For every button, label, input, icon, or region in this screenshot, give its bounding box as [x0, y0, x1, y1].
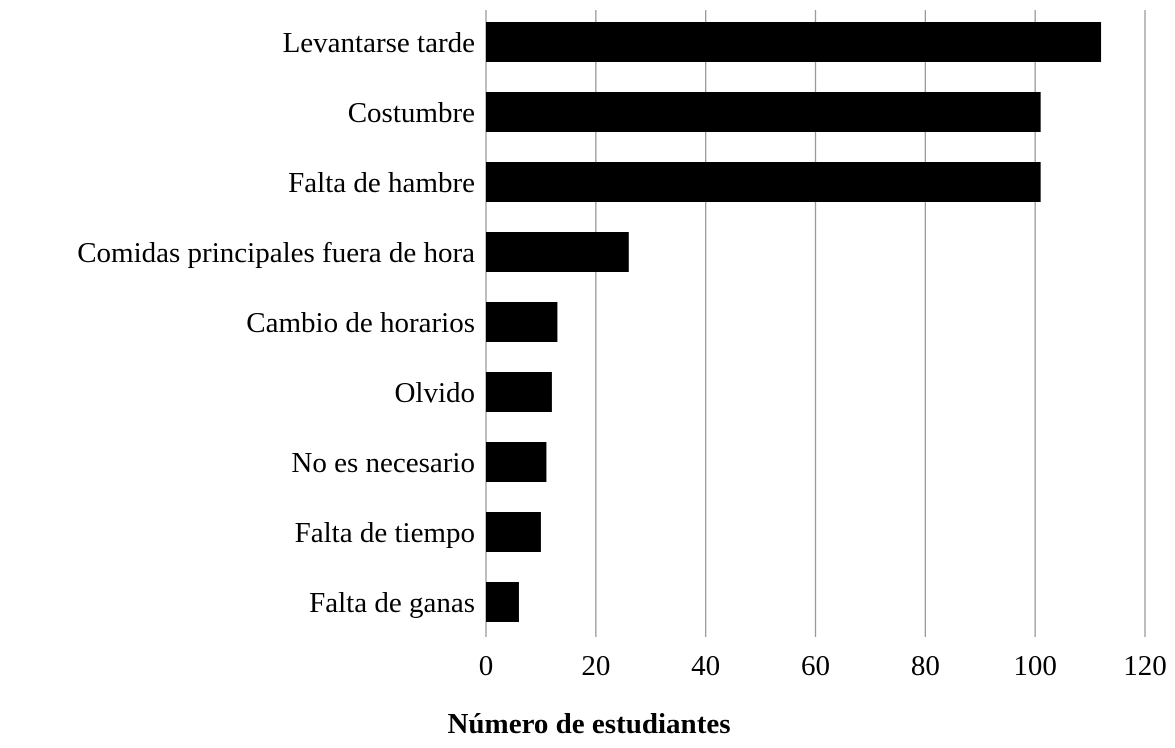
bar [486, 22, 1102, 62]
category-label: Falta de ganas [309, 587, 475, 619]
bars [486, 22, 1102, 622]
category-label: Cambio de horarios [246, 307, 475, 339]
bar [486, 302, 558, 342]
x-tick-label: 80 [911, 650, 940, 682]
category-label: Falta de hambre [288, 167, 475, 199]
x-tick-label: 40 [691, 650, 720, 682]
category-label: No es necesario [291, 447, 475, 479]
category-label: Costumbre [348, 97, 475, 129]
bar [486, 232, 629, 272]
bar [486, 582, 519, 622]
x-tick-label: 20 [581, 650, 610, 682]
bar [486, 442, 547, 482]
category-label: Comidas principales fuera de hora [77, 237, 475, 269]
bar [486, 92, 1041, 132]
x-tick-label: 60 [801, 650, 830, 682]
bar [486, 372, 552, 412]
x-tick-label: 0 [479, 650, 494, 682]
category-label: Levantarse tarde [283, 27, 475, 59]
x-axis-title: Número de estudiantes [447, 708, 730, 740]
category-labels: Levantarse tarde Costumbre Falta de hambre… [77, 27, 475, 619]
category-label: Olvido [394, 377, 475, 409]
x-tick-label: 100 [1013, 650, 1057, 682]
x-tick-labels: 0 20 40 60 80 100 120 [479, 650, 1167, 682]
bar [486, 162, 1041, 202]
bar [486, 512, 541, 552]
category-label: Falta de tiempo [295, 517, 475, 549]
x-tick-label: 120 [1123, 650, 1167, 682]
